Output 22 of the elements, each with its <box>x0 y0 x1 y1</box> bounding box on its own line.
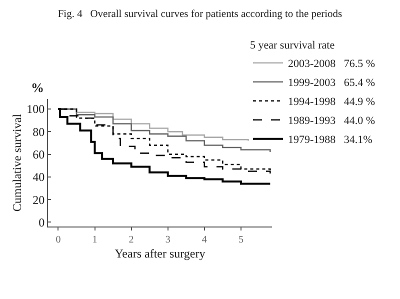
legend-label: 1989-1993 44.0 % <box>288 115 376 128</box>
legend-label: 2003-2008 76.5 % <box>288 58 376 70</box>
text: % <box>31 80 44 95</box>
x-axis-title: Years after surgery <box>114 246 206 261</box>
legend-title: 5 year survival rate <box>250 39 335 52</box>
x-tick-label: 1 <box>92 234 98 246</box>
x-tick-label: 4 <box>202 234 207 246</box>
y-tick-label: 80 <box>32 124 45 139</box>
x-tick-label: 3 <box>165 234 170 246</box>
x-tick-label: 0 <box>56 234 61 246</box>
y-tick-label: 0 <box>38 215 45 230</box>
y-tick-label: 20 <box>32 192 45 207</box>
legend-label: 1979-1988 34.1% <box>288 134 372 146</box>
legend-label: 1994-1998 44.9 % <box>288 96 376 108</box>
y-tick-label: 40 <box>32 170 45 184</box>
y-axis-title: Cumulative survival <box>10 113 24 212</box>
y-tick-label: 60 <box>32 148 45 162</box>
legend-label: 1999-2003 65.4 % <box>288 77 376 90</box>
chart-title: Fig. 4 Overall survival curves for patients according to the periods <box>58 9 342 20</box>
y-tick-label: 100 <box>26 102 45 116</box>
x-tick-label: 5 <box>238 234 244 246</box>
x-tick-label: 2 <box>128 234 134 246</box>
